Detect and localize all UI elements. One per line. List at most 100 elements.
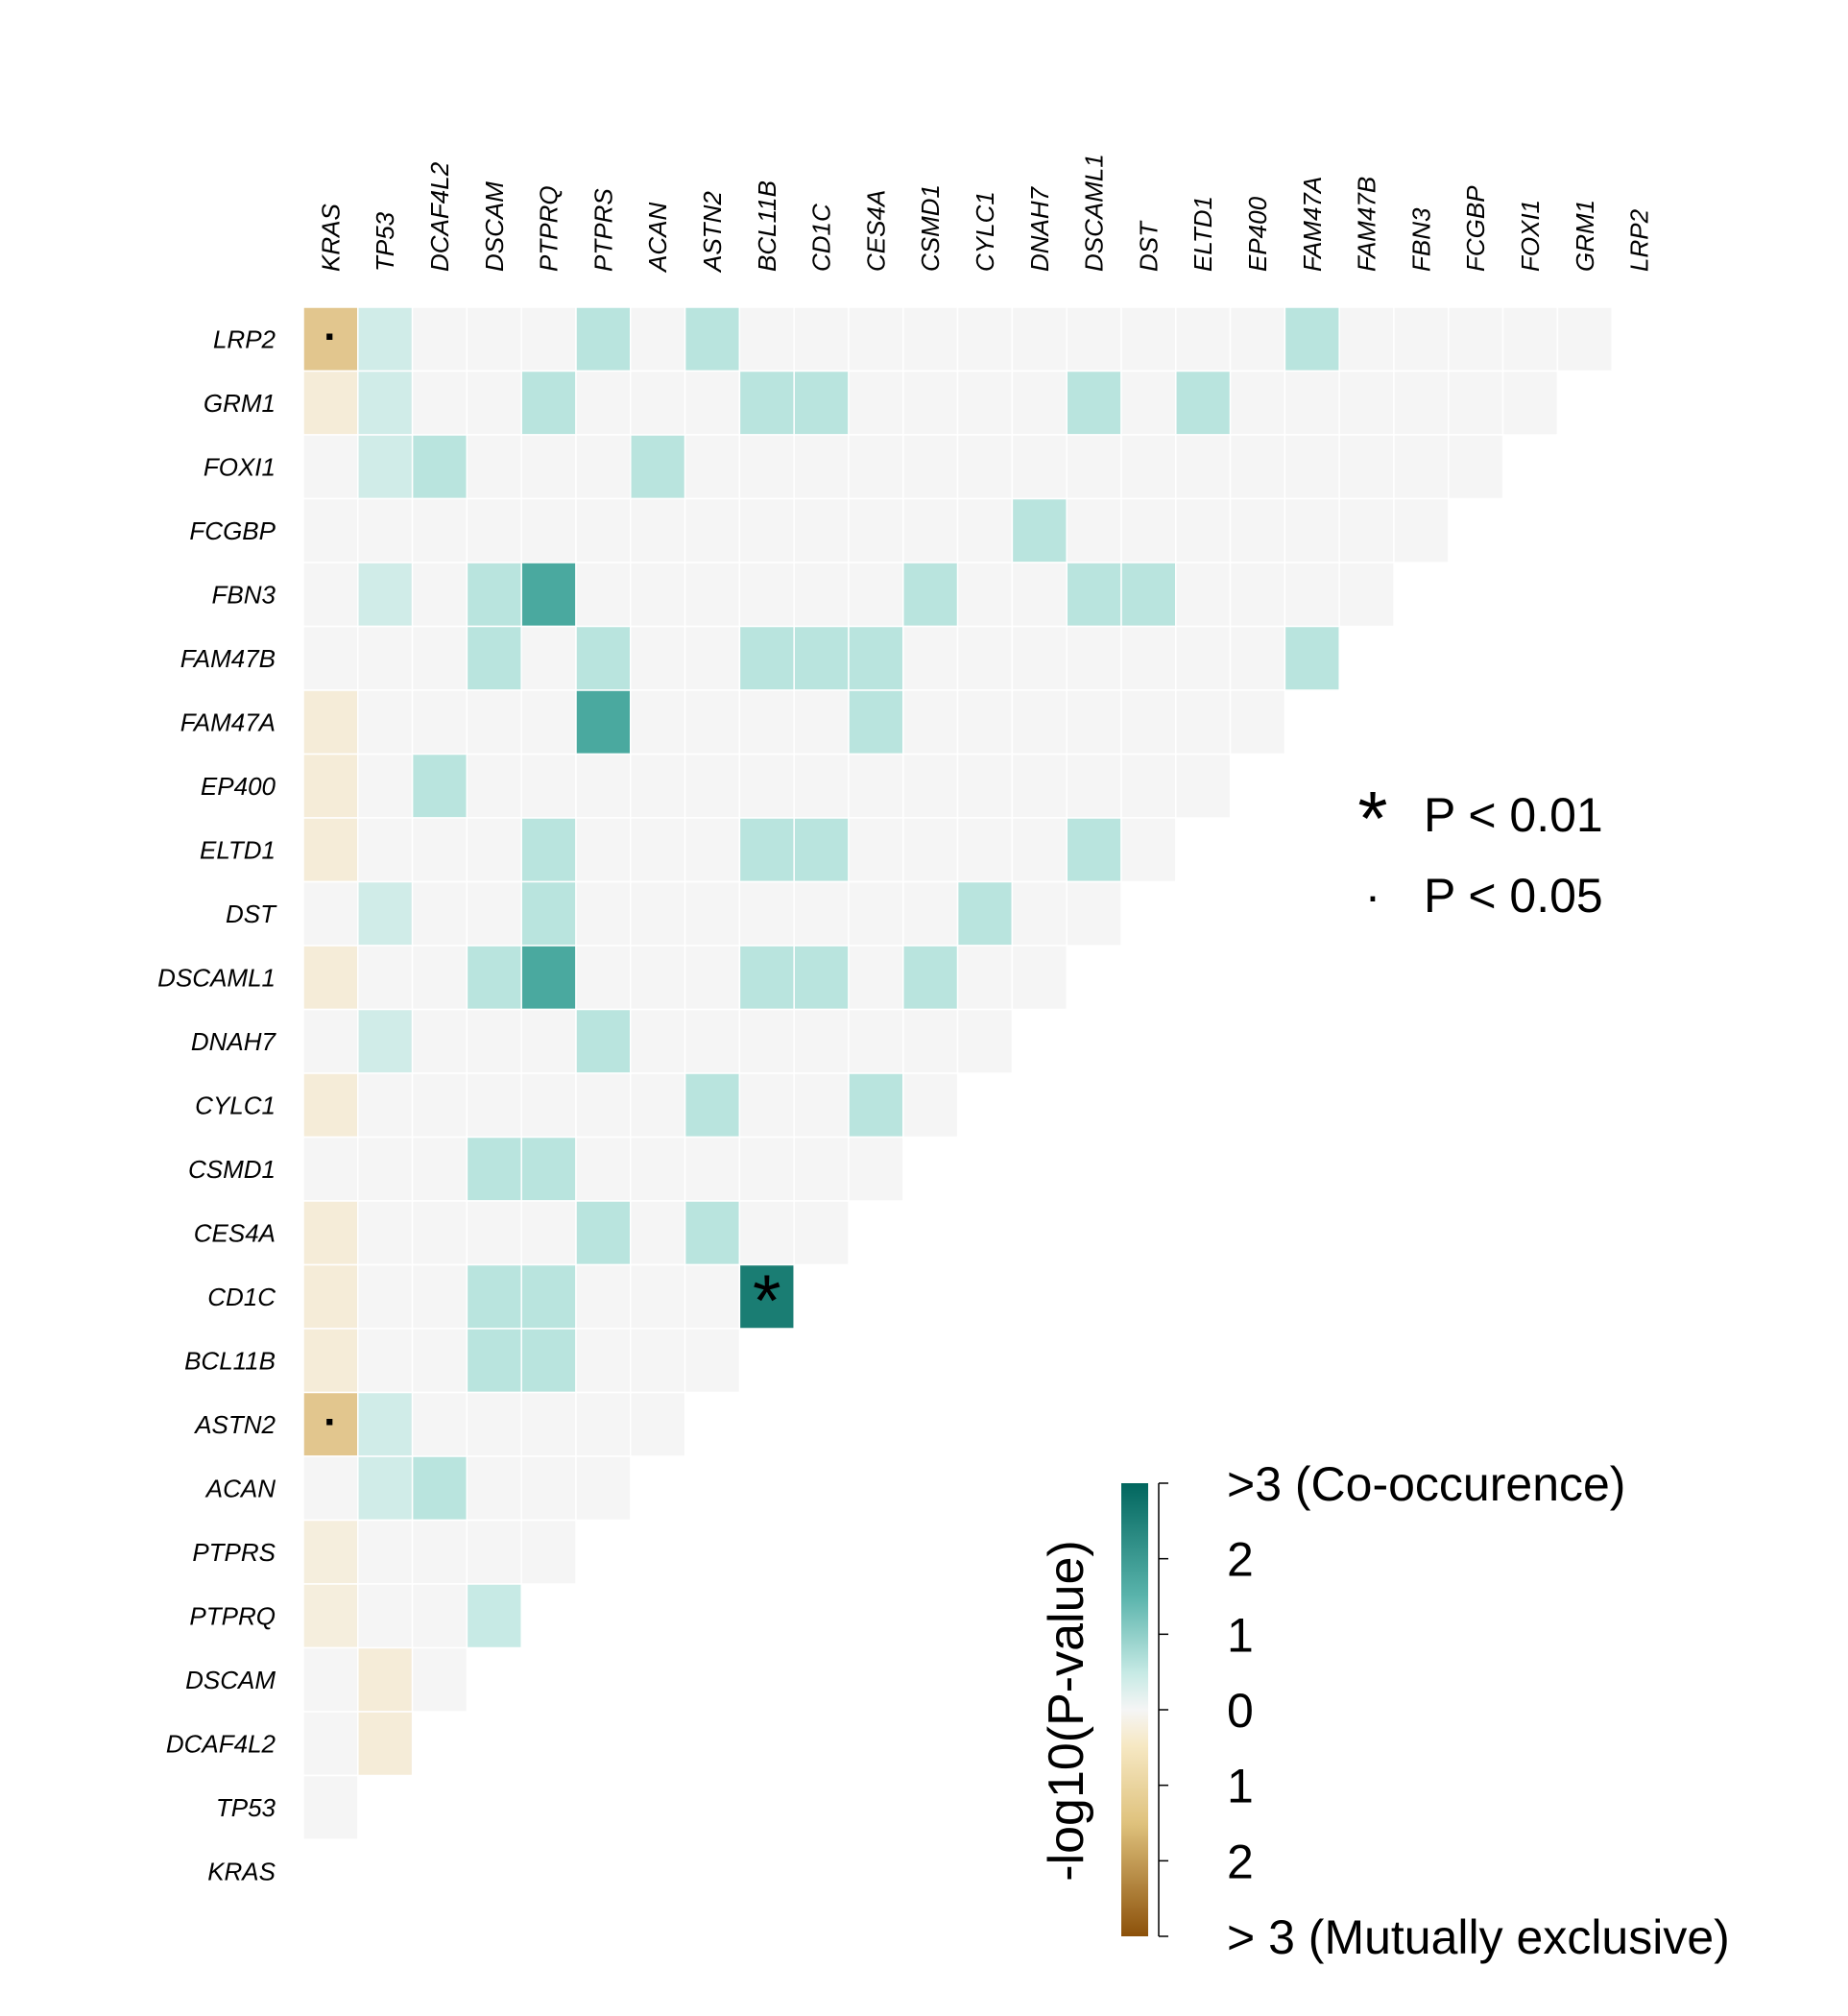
heatmap-cell-ptprq-dcaf4l2 — [411, 1583, 468, 1649]
heatmap-cell-ep400-acan — [630, 753, 686, 819]
heatmap-cell-foxi1-ep400 — [1229, 434, 1286, 500]
heatmap-cell-dst-dscam — [466, 880, 522, 947]
heatmap-cell-lrp2-eltd1 — [1175, 306, 1232, 372]
heatmap-cell-csmd1-ptprq — [520, 1136, 577, 1202]
heatmap-cell-cd1c-dscam — [466, 1263, 522, 1330]
heatmap-cell-cd1c-kras — [302, 1263, 359, 1330]
heatmap-cell-dst-ptprq — [520, 880, 577, 947]
heatmap-cell-ptprq-kras — [302, 1583, 359, 1649]
heatmap-cell-foxi1-cd1c — [793, 434, 850, 500]
column-label-dst: DST — [1134, 220, 1163, 272]
row-label-astn2: ASTN2 — [193, 1410, 276, 1439]
heatmap-cell-lrp2-ptprq — [520, 306, 577, 372]
heatmap-cell-eltd1-dscam — [466, 817, 522, 883]
heatmap-cell-dscaml1-cd1c — [793, 945, 850, 1011]
heatmap-cell-dscaml1-cylc1 — [956, 945, 1014, 1011]
row-label-tp53: TP53 — [216, 1793, 276, 1822]
heatmap-cell-fcgbp-fbn3 — [1393, 497, 1450, 564]
heatmap-cell-csmd1-tp53 — [357, 1136, 414, 1202]
column-label-dscaml1: DSCAML1 — [1080, 154, 1109, 272]
heatmap-cell-dscaml1-ptprs — [575, 945, 632, 1011]
heatmap-cell-eltd1-dcaf4l2 — [411, 817, 468, 883]
heatmap-cell-fam47b-astn2 — [684, 625, 741, 691]
heatmap-cell-lrp2-tp53 — [357, 306, 414, 372]
heatmap-cell-fam47a-astn2 — [684, 689, 741, 756]
heatmap-cell-dscaml1-dscam — [466, 945, 522, 1011]
heatmap-cell-ep400-ptprq — [520, 753, 577, 819]
heatmap-cell-ep400-dscam — [466, 753, 522, 819]
heatmap-cell-dscaml1-tp53 — [357, 945, 414, 1011]
heatmap-cell-fbn3-dst — [1120, 562, 1177, 628]
column-label-fbn3: FBN3 — [1406, 207, 1435, 272]
heatmap-cell-foxi1-dscaml1 — [1066, 434, 1122, 500]
significance-mark: · — [324, 313, 338, 360]
heatmap-cell-fbn3-csmd1 — [902, 562, 959, 628]
heatmap-cell-fam47b-dscaml1 — [1066, 625, 1122, 691]
heatmap-cell-dst-dcaf4l2 — [411, 880, 468, 947]
heatmap-cell-ep400-cd1c — [793, 753, 850, 819]
heatmap-cell-lrp2-grm1 — [1556, 306, 1613, 372]
heatmap-cell-foxi1-fam47a — [1284, 434, 1340, 500]
heatmap-cell-fcgbp-astn2 — [684, 497, 741, 564]
colorbar-tick-label: 0 — [1227, 1684, 1254, 1738]
row-label-cd1c: CD1C — [207, 1283, 276, 1311]
heatmap-cell-foxi1-dscam — [466, 434, 522, 500]
heatmap-cell-dnah7-cd1c — [793, 1008, 850, 1074]
heatmap-cell-fcgbp-fam47b — [1338, 497, 1395, 564]
heatmap-cell-eltd1-tp53 — [357, 817, 414, 883]
heatmap-cell-dnah7-ptprs — [575, 1008, 632, 1074]
row-label-ptprq: PTPRQ — [189, 1601, 276, 1630]
colorbar: >3 (Co-occurence) 2 1 0 1 2 > 3 (Mutually excl… — [1039, 1457, 1730, 1964]
heatmap-cell-fam47a-cd1c — [793, 689, 850, 756]
heatmap-cell-grm1-dscam — [466, 370, 522, 436]
column-label-ep400: EP400 — [1243, 196, 1272, 272]
heatmap-cell-cylc1-dscam — [466, 1072, 522, 1139]
heatmap-cell-fam47a-acan — [630, 689, 686, 756]
heatmap-cell-fam47b-ptprs — [575, 625, 632, 691]
heatmap-cell-fbn3-dscaml1 — [1066, 562, 1122, 628]
heatmap-cell-ces4a-astn2 — [684, 1200, 741, 1266]
heatmap-cell-ep400-cylc1 — [956, 753, 1014, 819]
heatmap-cell-dnah7-dscam — [466, 1008, 522, 1074]
heatmap-cell-grm1-acan — [630, 370, 686, 436]
column-label-dnah7: DNAH7 — [1025, 185, 1054, 272]
heatmap-cell-fam47b-acan — [630, 625, 686, 691]
significance-mark: * — [753, 1260, 781, 1342]
column-label-ptprq: PTPRQ — [535, 185, 564, 272]
heatmap-cell-fbn3-ep400 — [1229, 562, 1286, 628]
heatmap-cell-eltd1-dnah7 — [1011, 817, 1068, 883]
heatmap-cell-acan-kras — [302, 1455, 359, 1522]
heatmap-cell-bcl11b-ptprs — [575, 1328, 632, 1394]
heatmap-cell-ep400-bcl11b — [738, 753, 795, 819]
heatmap-cell-lrp2-csmd1 — [902, 306, 959, 372]
heatmap-cell-grm1-cd1c — [793, 370, 850, 436]
heatmap-cell-fam47a-cylc1 — [956, 689, 1014, 756]
heatmap-cell-dst-ces4a — [848, 880, 904, 947]
heatmap-cell-fbn3-cd1c — [793, 562, 850, 628]
column-label-csmd1: CSMD1 — [916, 184, 945, 272]
heatmap-cell-cd1c-dcaf4l2 — [411, 1263, 468, 1330]
heatmap-cell-fam47a-dnah7 — [1011, 689, 1068, 756]
heatmap-cell-ptprs-ptprq — [520, 1519, 577, 1585]
heatmap-cell-fcgbp-bcl11b — [738, 497, 795, 564]
heatmap-cell-foxi1-fcgbp — [1448, 434, 1504, 500]
column-label-eltd1: ELTD1 — [1188, 196, 1217, 272]
heatmap-cell-dnah7-tp53 — [357, 1008, 414, 1074]
heatmap-cell-dscaml1-kras — [302, 945, 359, 1011]
heatmap-cell-fam47b-dst — [1120, 625, 1177, 691]
heatmap-cell-fam47a-ptprs — [575, 689, 632, 756]
row-label-dscam: DSCAM — [185, 1666, 276, 1694]
heatmap-cell-lrp2-foxi1 — [1501, 306, 1559, 372]
column-label-fam47b: FAM47B — [1353, 177, 1381, 272]
heatmap-cell-fbn3-fam47b — [1338, 562, 1395, 628]
heatmap-cell-bcl11b-acan — [630, 1328, 686, 1394]
heatmap-cell-fcgbp-kras — [302, 497, 359, 564]
heatmap-cell-bcl11b-kras — [302, 1328, 359, 1394]
heatmap-cell-ep400-csmd1 — [902, 753, 959, 819]
heatmap-cell-astn2-acan — [630, 1391, 686, 1457]
heatmap-cell-grm1-fcgbp — [1448, 370, 1504, 436]
heatmap-cell-fbn3-ces4a — [848, 562, 904, 628]
heatmap-cell-fcgbp-ptprq — [520, 497, 577, 564]
heatmap-cell-fam47b-cd1c — [793, 625, 850, 691]
